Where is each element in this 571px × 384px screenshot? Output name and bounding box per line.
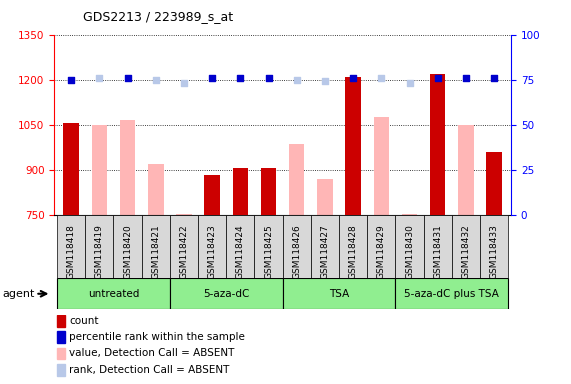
- Bar: [57, 215, 85, 278]
- Bar: [63, 123, 79, 215]
- Bar: [452, 215, 480, 278]
- Bar: [289, 144, 304, 215]
- Bar: [142, 215, 170, 278]
- Bar: [57, 331, 65, 343]
- Bar: [317, 179, 333, 215]
- Bar: [283, 215, 311, 278]
- Bar: [373, 117, 389, 215]
- Bar: [430, 74, 445, 215]
- Bar: [85, 215, 114, 278]
- Bar: [232, 169, 248, 215]
- Point: [236, 75, 245, 81]
- Bar: [176, 214, 192, 215]
- Text: rank, Detection Call = ABSENT: rank, Detection Call = ABSENT: [69, 365, 230, 375]
- Text: GSM118433: GSM118433: [489, 225, 498, 280]
- Bar: [396, 215, 424, 278]
- Point: [348, 75, 357, 81]
- Text: GSM118421: GSM118421: [151, 225, 160, 279]
- Text: count: count: [69, 316, 99, 326]
- Point: [208, 75, 217, 81]
- Text: GSM118418: GSM118418: [67, 225, 76, 280]
- Text: untreated: untreated: [88, 289, 139, 299]
- Text: GSM118428: GSM118428: [349, 225, 357, 279]
- Point: [489, 75, 498, 81]
- Text: 5-aza-dC: 5-aza-dC: [203, 289, 250, 299]
- Point: [377, 75, 386, 81]
- Point: [67, 77, 76, 83]
- Bar: [345, 77, 361, 215]
- Text: GSM118429: GSM118429: [377, 225, 386, 279]
- Text: TSA: TSA: [329, 289, 349, 299]
- Bar: [226, 215, 255, 278]
- Bar: [57, 315, 65, 327]
- Text: GSM118423: GSM118423: [208, 225, 216, 279]
- Bar: [170, 278, 283, 309]
- Point: [433, 75, 443, 81]
- Bar: [255, 215, 283, 278]
- Bar: [57, 364, 65, 376]
- Text: GSM118426: GSM118426: [292, 225, 301, 279]
- Text: GSM118432: GSM118432: [461, 225, 471, 279]
- Bar: [480, 215, 508, 278]
- Text: GSM118431: GSM118431: [433, 225, 442, 280]
- Text: GSM118419: GSM118419: [95, 225, 104, 280]
- Text: GSM118424: GSM118424: [236, 225, 245, 279]
- Point: [151, 77, 160, 83]
- Bar: [311, 215, 339, 278]
- Point: [264, 75, 273, 81]
- Text: GSM118422: GSM118422: [179, 225, 188, 279]
- Bar: [339, 215, 367, 278]
- Bar: [458, 125, 474, 215]
- Point: [179, 80, 188, 86]
- Bar: [402, 214, 417, 215]
- Point: [123, 75, 132, 81]
- Text: GSM118427: GSM118427: [320, 225, 329, 279]
- Text: 5-aza-dC plus TSA: 5-aza-dC plus TSA: [404, 289, 499, 299]
- Bar: [170, 215, 198, 278]
- Bar: [120, 120, 135, 215]
- Text: GDS2213 / 223989_s_at: GDS2213 / 223989_s_at: [83, 10, 233, 23]
- Text: GSM118430: GSM118430: [405, 225, 414, 280]
- Text: GSM118420: GSM118420: [123, 225, 132, 279]
- Text: agent: agent: [3, 289, 35, 299]
- Bar: [148, 164, 163, 215]
- Bar: [198, 215, 226, 278]
- Bar: [396, 278, 508, 309]
- Bar: [204, 175, 220, 215]
- Bar: [57, 348, 65, 359]
- Bar: [91, 125, 107, 215]
- Bar: [367, 215, 396, 278]
- Point: [461, 75, 471, 81]
- Bar: [261, 169, 276, 215]
- Point: [292, 77, 301, 83]
- Text: percentile rank within the sample: percentile rank within the sample: [69, 332, 245, 342]
- Bar: [57, 278, 170, 309]
- Point: [405, 80, 414, 86]
- Bar: [114, 215, 142, 278]
- Bar: [486, 152, 502, 215]
- Bar: [283, 278, 396, 309]
- Point: [95, 75, 104, 81]
- Bar: [424, 215, 452, 278]
- Text: GSM118425: GSM118425: [264, 225, 273, 279]
- Text: value, Detection Call = ABSENT: value, Detection Call = ABSENT: [69, 348, 235, 358]
- Point: [320, 78, 329, 84]
